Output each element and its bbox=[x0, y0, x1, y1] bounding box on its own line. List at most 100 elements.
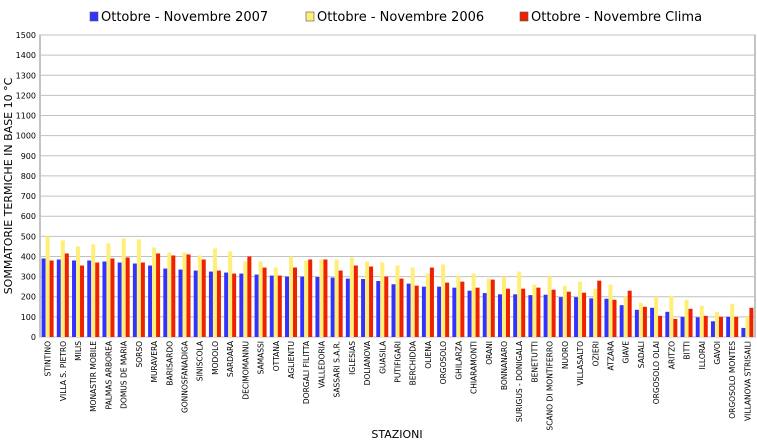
bar-2-villa-s-pietro bbox=[60, 240, 65, 337]
x-category-label: VILLASALTO bbox=[576, 341, 585, 386]
bar-1-guasila bbox=[376, 281, 381, 337]
bar-2-bonnanaro bbox=[501, 276, 506, 337]
bar-2-palmas-arborea bbox=[106, 243, 111, 337]
x-category-label: SCANO DI MONTIFERRO bbox=[546, 341, 555, 431]
bar-3-putifigari bbox=[399, 278, 404, 337]
bars bbox=[41, 236, 754, 337]
bar-2-valledoria bbox=[319, 259, 324, 337]
y-tick-label: 400 bbox=[21, 252, 36, 261]
bar-3-scano-di-montiferro bbox=[551, 289, 556, 337]
bar-2-aritzo bbox=[669, 295, 674, 337]
x-category-label: OLIENA bbox=[424, 340, 433, 369]
bar-1-sorso bbox=[132, 263, 137, 337]
bar-1-surigus-donigala bbox=[513, 294, 518, 337]
bar-3-nuoro bbox=[566, 291, 571, 337]
x-category-label: GHILARZA bbox=[454, 340, 463, 379]
x-category-label: BITTI bbox=[683, 341, 692, 360]
x-category-label: DOLIANOVA bbox=[363, 340, 372, 385]
x-category-label: DECIMOMANNU bbox=[241, 341, 250, 400]
y-tick-label: 700 bbox=[21, 192, 36, 201]
bar-3-palmas-arborea bbox=[110, 258, 115, 337]
x-category-label: NUORO bbox=[561, 341, 570, 369]
x-category-label: PALMAS ARBOREA bbox=[104, 340, 113, 409]
bar-1-iglesias bbox=[345, 278, 350, 337]
bar-2-villanova-strisaili bbox=[745, 316, 750, 337]
x-category-label: VALLEDORIA bbox=[317, 340, 326, 388]
legend-label: Ottobre - Novembre Clima bbox=[531, 10, 702, 25]
bar-1-orani bbox=[482, 293, 487, 337]
bar-3-surigus-donigala bbox=[521, 288, 526, 337]
x-category-label: GONNOSFANADIGA bbox=[181, 340, 190, 413]
bar-2-siniscola bbox=[197, 255, 202, 337]
y-tick-label: 200 bbox=[21, 293, 36, 302]
x-category-label: BARISARDO bbox=[165, 341, 174, 386]
bar-3-villanova-strisaili bbox=[749, 307, 754, 337]
x-category-label: GUASILA bbox=[378, 340, 387, 374]
x-category-label: VILLA S. PIETRO bbox=[59, 341, 68, 401]
bar-2-oliena bbox=[425, 273, 430, 337]
bar-3-dorgali-filitta bbox=[308, 259, 313, 337]
x-category-label: CHIARAMONTI bbox=[470, 341, 479, 394]
y-axis-title: SOMMATORIE TERMICHE IN BASE 10 °C bbox=[2, 77, 15, 294]
bar-3-giave bbox=[627, 290, 632, 337]
bar-3-oliena bbox=[429, 267, 434, 337]
y-tick-label: 1100 bbox=[16, 112, 36, 121]
x-category-label: SAMASSI bbox=[257, 341, 266, 374]
x-category-label: SURIGUS - DONIGALA bbox=[515, 340, 524, 422]
bar-3-aritzo bbox=[673, 318, 678, 337]
bar-3-benetutti bbox=[536, 287, 541, 337]
y-tick-label: 0 bbox=[31, 333, 36, 342]
x-category-label: MODOLO bbox=[211, 341, 220, 375]
bar-2-ghilarza bbox=[456, 275, 461, 337]
bar-2-putifigari bbox=[395, 265, 400, 337]
bar-1-dorgali-filitta bbox=[300, 276, 305, 337]
bar-3-villa-s-pietro bbox=[64, 253, 69, 337]
bar-3-valledoria bbox=[323, 259, 328, 337]
bar-1-oliena bbox=[421, 286, 426, 337]
bar-1-palmas-arborea bbox=[102, 261, 107, 337]
bar-3-orgosolo bbox=[445, 282, 450, 337]
bar-3-atzara bbox=[612, 299, 617, 337]
x-category-label: AGLIENTU bbox=[287, 341, 296, 379]
x-axis-title: STAZIONI bbox=[371, 428, 422, 441]
x-category-label: MILIS bbox=[74, 341, 83, 361]
bar-1-benetutti bbox=[528, 295, 533, 337]
legend: Ottobre - Novembre 2007 Ottobre - Novembr… bbox=[89, 10, 702, 25]
x-category-label: ORGOSOLO OLAI bbox=[652, 341, 661, 404]
bar-2-dolianova bbox=[365, 261, 370, 337]
bar-2-sadali bbox=[638, 302, 643, 337]
bar-1-ghilarza bbox=[452, 287, 457, 337]
bar-2-villasalto bbox=[578, 281, 583, 337]
bar-1-barisardo bbox=[163, 268, 168, 337]
bar-2-chiaramonti bbox=[471, 273, 476, 337]
legend-swatch bbox=[519, 11, 529, 22]
bar-1-scano-di-montiferro bbox=[543, 294, 548, 337]
bar-3-domus-de-maria bbox=[125, 257, 130, 337]
bar-3-dolianova bbox=[369, 266, 374, 337]
bar-3-samassi bbox=[262, 267, 267, 337]
y-tick-label: 100 bbox=[21, 313, 36, 322]
y-tick-label: 1000 bbox=[16, 132, 36, 141]
bar-3-villasalto bbox=[582, 292, 587, 337]
bar-2-milis bbox=[76, 246, 81, 337]
bar-2-orgosolo-olai bbox=[654, 296, 659, 337]
x-category-label: OTTANA bbox=[272, 340, 281, 371]
bar-3-decimomannu bbox=[247, 256, 252, 337]
bar-2-orgosolo-montes bbox=[730, 303, 735, 337]
x-category-label: DORGALI FILITTA bbox=[302, 340, 311, 404]
bar-3-sassari-s-a-r- bbox=[338, 270, 343, 337]
bar-2-guasila bbox=[380, 262, 385, 337]
bar-2-samassi bbox=[258, 261, 263, 337]
y-tick-label: 1300 bbox=[16, 71, 36, 80]
bar-1-putifigari bbox=[391, 284, 396, 337]
bar-3-sadali bbox=[642, 306, 647, 337]
bar-1-milis bbox=[72, 260, 77, 337]
x-category-label: BERCHIDDA bbox=[409, 340, 418, 385]
x-category-label: BENETUTTI bbox=[530, 341, 539, 383]
bar-2-gonnosfanadiga bbox=[182, 252, 187, 337]
bar-2-illorai bbox=[699, 305, 704, 337]
bar-1-siniscola bbox=[193, 270, 198, 337]
bar-1-aglientu bbox=[285, 276, 290, 337]
bar-2-benetutti bbox=[532, 284, 537, 337]
